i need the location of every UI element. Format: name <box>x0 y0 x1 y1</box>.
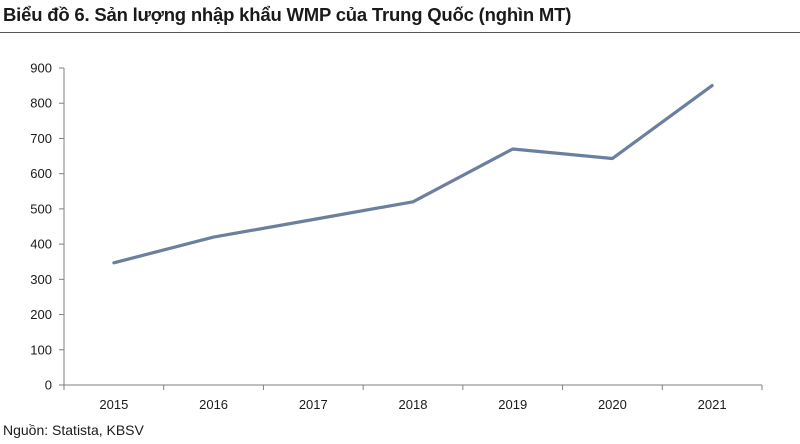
y-tick-label: 500 <box>30 201 52 216</box>
y-tick-label: 900 <box>30 61 52 76</box>
y-tick-label: 800 <box>30 96 52 111</box>
y-tick-label: 0 <box>45 378 52 393</box>
x-tick-label: 2017 <box>299 397 328 412</box>
series-line <box>112 83 714 265</box>
y-tick-label: 300 <box>30 272 52 287</box>
chart-series <box>112 83 714 265</box>
line-chart: 0 100 200 300 400 500 600 700 800 900 2015 2016 2017… <box>30 61 763 412</box>
chart-source: Nguồn: Statista, KBSV <box>3 422 144 438</box>
title-divider <box>0 32 800 33</box>
x-tick-label: 2018 <box>399 397 428 412</box>
x-tick-label: 2015 <box>99 397 128 412</box>
chart-title: Biểu đồ 6. Sản lượng nhập khẩu WMP của T… <box>3 4 572 25</box>
x-tick-label: 2020 <box>598 397 627 412</box>
x-tick-label: 2021 <box>698 397 727 412</box>
y-tick-label: 100 <box>30 342 52 357</box>
y-tick-label: 700 <box>30 131 52 146</box>
y-tick-label: 400 <box>30 237 52 252</box>
chart-axes: 0 100 200 300 400 500 600 700 800 900 2015 2016 2017… <box>30 61 763 412</box>
x-tick-label: 2016 <box>199 397 228 412</box>
x-tick-label: 2019 <box>498 397 527 412</box>
y-tick-label: 600 <box>30 166 52 181</box>
y-tick-label: 200 <box>30 307 52 322</box>
